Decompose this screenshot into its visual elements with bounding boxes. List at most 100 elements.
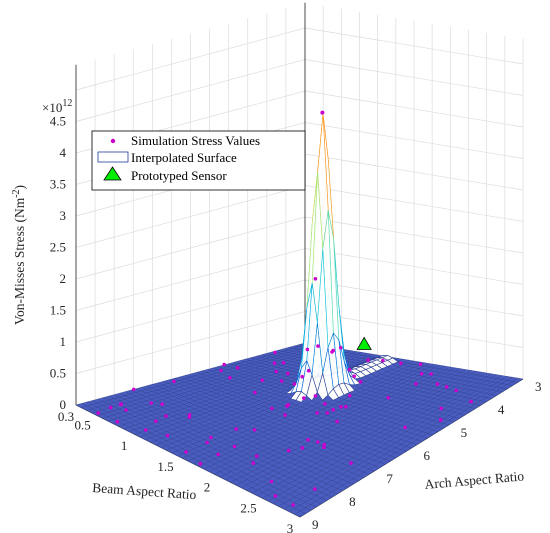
simulation-point (108, 405, 113, 410)
simulation-point (349, 461, 353, 465)
legend-triangle-marker (103, 166, 122, 181)
simulation-point (143, 428, 148, 432)
legend-label-simulation: Simulation Stress Values (131, 133, 260, 148)
simulation-point (325, 411, 330, 415)
simulation-point (381, 358, 385, 363)
simulation-point (300, 374, 305, 379)
prototyped-sensor-marker (356, 336, 372, 350)
arch-tick-label: 5 (461, 425, 468, 440)
simulation-point (118, 402, 123, 407)
z-exponent-label: ×1012 (42, 98, 72, 115)
axis-ticks: 00.511.522.533.544.50.30.511.522.5334567… (50, 114, 542, 533)
simulation-point (228, 375, 232, 380)
simulation-point (254, 454, 259, 458)
z-tick-label: 1.5 (50, 303, 66, 318)
simulation-point (313, 394, 318, 398)
simulation-point (286, 448, 291, 453)
simulation-point (187, 413, 192, 417)
simulation-point (274, 369, 279, 374)
simulation-point (315, 411, 320, 415)
simulation-point (322, 442, 327, 447)
simulation-point (315, 440, 320, 444)
simulation-point (115, 419, 120, 424)
simulation-point (435, 382, 440, 386)
surface-patch (294, 510, 306, 518)
simulation-point (198, 461, 203, 466)
simulation-points (96, 110, 473, 507)
simulation-point (216, 452, 220, 457)
simulation-point (339, 405, 343, 409)
z-tick-label: 3 (60, 208, 67, 223)
simulation-point (366, 358, 371, 362)
beam-tick-label: 0.3 (58, 409, 74, 424)
wall-gridline (75, 216, 524, 280)
simulation-point (279, 379, 284, 383)
simulation-point (232, 444, 237, 449)
simulation-point (160, 402, 164, 407)
simulation-point (414, 382, 418, 386)
simulation-point (306, 368, 311, 373)
legend-surface-swatch (97, 151, 129, 163)
simulation-point (281, 361, 286, 365)
simulation-point (358, 380, 363, 384)
beam-tick-label: 2 (204, 480, 211, 495)
simulation-point (149, 401, 153, 405)
wall-gridline (75, 185, 524, 248)
simulation-point (235, 366, 240, 370)
simulation-point (306, 438, 310, 442)
arch-tick-label: 7 (386, 471, 393, 486)
x-axis-label: Beam Aspect Ratio (92, 480, 197, 502)
beam-tick-label: 0.5 (74, 417, 90, 432)
simulation-point (283, 413, 287, 417)
simulation-point (260, 378, 265, 383)
z-tick-label: 1 (60, 334, 67, 349)
legend-point-marker (110, 138, 116, 144)
simulation-point (273, 494, 278, 498)
simulation-point (347, 393, 352, 398)
simulation-point (292, 382, 297, 386)
z-tick-label: 2 (60, 271, 67, 286)
simulation-point (251, 461, 256, 465)
wall-gridline (75, 248, 524, 311)
beam-tick-label: 3 (287, 521, 294, 533)
simulation-point (172, 379, 176, 384)
simulation-point (286, 371, 290, 376)
simulation-point (335, 419, 339, 424)
z-axis-label: Von-Misses Stress (Nm-2) (11, 185, 27, 325)
simulation-point (386, 395, 391, 400)
simulation-point (222, 362, 226, 367)
simulation-point (205, 440, 209, 445)
simulation-point-peak (320, 110, 325, 115)
wall-gridline (75, 279, 524, 343)
simulation-point (219, 368, 223, 373)
simulation-point (352, 374, 357, 379)
simulation-point (331, 348, 336, 353)
simulation-point (209, 435, 213, 440)
simulation-point (429, 372, 433, 376)
simulation-point (252, 428, 257, 432)
arch-tick-label: 6 (424, 448, 431, 463)
z-tick-label: 0.5 (50, 366, 66, 381)
simulation-point (234, 427, 238, 431)
simulation-point (269, 479, 274, 484)
beam-tick-label: 1 (121, 438, 128, 453)
simulation-point (154, 419, 158, 424)
simulation-point (347, 367, 352, 372)
simulation-point (419, 371, 424, 376)
simulation-point (331, 408, 336, 412)
simulation-point (305, 347, 310, 352)
z-tick-label: 2.5 (50, 240, 66, 255)
simulation-point (300, 446, 305, 450)
simulation-point (438, 418, 443, 422)
simulation-point (272, 361, 277, 366)
simulation-point (444, 385, 449, 389)
simulation-point (323, 402, 327, 406)
simulation-point (270, 406, 274, 411)
z-tick-label: 4.5 (50, 114, 66, 129)
wall-gridline (75, 27, 524, 91)
y-axis-label: Arch Aspect Ratio (424, 468, 525, 492)
legend-label-surface: Interpolated Surface (131, 150, 237, 165)
simulation-point (338, 345, 343, 350)
simulation-point (344, 405, 348, 409)
